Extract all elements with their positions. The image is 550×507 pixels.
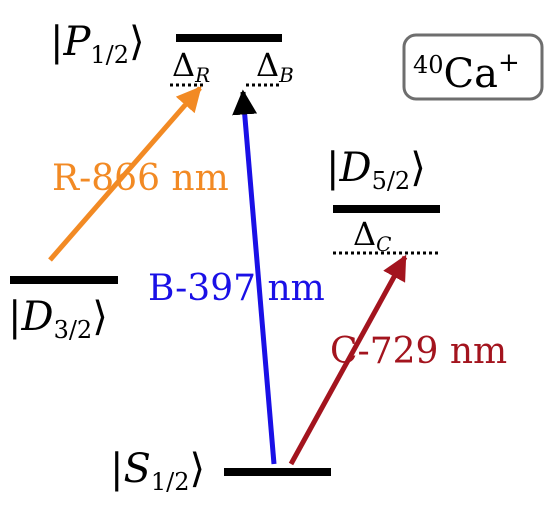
c729-arrow xyxy=(288,254,408,466)
b397-label: B-397 nm xyxy=(148,268,325,309)
delta-b-label: ΔB xyxy=(256,46,294,87)
r866-label: R-866 nm xyxy=(52,158,229,199)
delta-r-label: ΔR xyxy=(172,46,210,87)
species-badge-frame xyxy=(402,33,544,101)
delta-c-label: ΔC xyxy=(353,215,391,256)
p12-level-label: |P1/2⟩ xyxy=(50,19,145,69)
species-badge: 40Ca+ xyxy=(413,48,520,97)
b397-arrow-shaft xyxy=(241,105,277,465)
s12-level-label: |S1/2⟩ xyxy=(110,446,205,496)
r866-arrow xyxy=(48,86,202,262)
c729-label: C-729 nm xyxy=(330,331,507,372)
d32-level-label: |D3/2⟩ xyxy=(8,294,108,344)
b397-arrow-head xyxy=(232,89,258,116)
d52-level-label: |D5/2⟩ xyxy=(326,145,426,195)
